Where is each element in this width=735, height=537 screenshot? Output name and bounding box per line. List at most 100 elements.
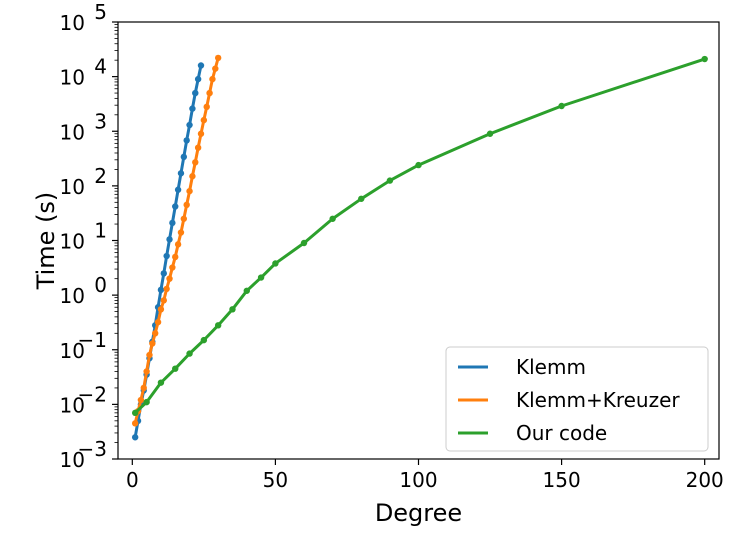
data-point: [192, 89, 199, 97]
data-point: [186, 350, 193, 357]
data-point: [166, 275, 173, 282]
data-point: [229, 306, 236, 313]
y-tick-exponent: −2: [78, 382, 107, 406]
y-tick-label: 10: [60, 66, 85, 90]
data-point: [186, 121, 193, 129]
data-point: [192, 159, 199, 166]
data-point: [200, 116, 208, 124]
data-point: [701, 55, 708, 63]
y-tick-label: 10: [60, 120, 85, 144]
y-tick-exponent: 3: [94, 109, 107, 133]
x-tick-label: 200: [686, 468, 724, 492]
data-point: [166, 236, 173, 243]
data-point: [172, 365, 179, 372]
data-point: [163, 252, 170, 260]
x-tick-label: 100: [399, 468, 437, 492]
y-tick-label: 10: [60, 448, 85, 472]
y-tick-label: 10: [60, 339, 85, 363]
data-point: [212, 65, 219, 72]
legend-entry-label: Our code: [516, 421, 607, 445]
x-tick-label: 50: [263, 468, 288, 492]
data-point: [214, 54, 222, 62]
y-tick-exponent: 5: [94, 0, 107, 24]
data-point: [149, 340, 156, 347]
data-point: [154, 318, 162, 326]
y-tick-label: 10: [60, 393, 85, 417]
y-tick-exponent: 4: [94, 55, 107, 79]
x-tick-label: 0: [126, 468, 139, 492]
data-point: [186, 187, 193, 195]
data-point: [209, 75, 216, 83]
data-point: [146, 351, 153, 359]
x-axis: 0 50 100 150 200: [126, 459, 724, 492]
y-tick-label: 10: [60, 284, 85, 308]
series-layer: [131, 54, 708, 441]
legend-box: [445, 346, 709, 452]
x-axis-label: Degree: [375, 499, 462, 527]
y-tick-label: 10: [60, 175, 85, 199]
y-tick-exponent: −1: [78, 328, 107, 352]
data-point: [386, 177, 394, 184]
data-point: [169, 219, 176, 227]
data-point: [329, 215, 336, 222]
x-tick-label: 150: [543, 468, 581, 492]
data-point: [177, 229, 185, 236]
data-point: [172, 253, 179, 261]
y-tick-exponent: 0: [94, 273, 107, 297]
y-tick-exponent: 1: [94, 219, 107, 243]
legend-entry-label: Klemm+Kreuzer: [516, 388, 680, 412]
data-point: [172, 203, 179, 210]
data-point: [197, 130, 205, 137]
data-point: [415, 161, 422, 169]
data-point: [272, 260, 279, 267]
data-point: [189, 173, 196, 180]
data-point: [137, 396, 145, 404]
y-axis-label: Time (s): [32, 192, 60, 291]
data-point: [486, 130, 494, 137]
data-point: [180, 153, 188, 161]
data-point: [206, 89, 213, 97]
data-point: [143, 368, 150, 375]
data-point: [131, 420, 139, 427]
legend: Klemm Klemm+Kreuzer Our code: [445, 346, 709, 452]
data-point: [194, 144, 202, 151]
data-point: [140, 384, 147, 392]
data-point: [160, 297, 167, 304]
data-point: [194, 75, 202, 83]
data-point: [243, 287, 250, 294]
data-point: [174, 241, 182, 248]
data-point: [189, 105, 196, 112]
series-klemm: [131, 62, 205, 441]
data-point: [157, 379, 165, 386]
data-point: [180, 215, 188, 222]
data-point: [163, 285, 170, 293]
data-point: [197, 62, 205, 69]
y-tick-label: 10: [60, 11, 85, 35]
data-point: [131, 409, 139, 417]
data-point: [183, 137, 190, 144]
data-point: [169, 264, 176, 271]
data-point: [174, 186, 182, 193]
data-point: [214, 322, 222, 329]
data-point: [160, 270, 167, 277]
data-point: [300, 239, 308, 247]
y-tick-label: 10: [60, 230, 85, 254]
y-tick-exponent: −3: [78, 437, 107, 461]
data-point: [143, 398, 150, 406]
y-tick-exponent: 2: [94, 164, 107, 188]
data-point: [157, 306, 165, 313]
data-point: [203, 103, 210, 111]
data-point: [558, 102, 565, 110]
data-point: [183, 201, 190, 209]
data-point: [152, 330, 159, 337]
series-our-code: [131, 55, 708, 417]
data-point: [257, 274, 265, 281]
data-point: [131, 434, 139, 441]
data-point: [177, 170, 185, 177]
series-klemm-kreuzer: [131, 54, 222, 427]
data-point: [157, 286, 165, 294]
legend-entry-label: Klemm: [516, 355, 586, 379]
data-point: [200, 336, 208, 344]
